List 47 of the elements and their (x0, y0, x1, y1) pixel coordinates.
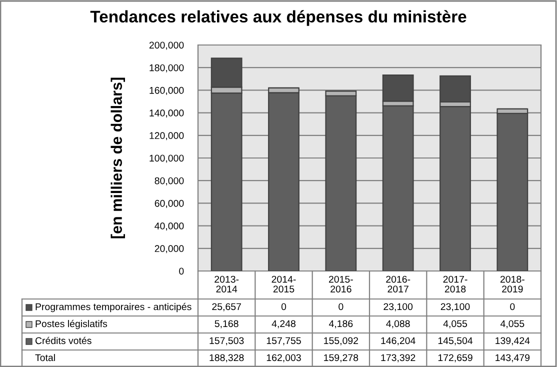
data-label: 23,100 (440, 303, 470, 312)
text: 188,328 (210, 354, 244, 362)
text: 162,003 (266, 354, 301, 362)
y-tick-label: 100,000 (150, 154, 184, 163)
data-label: 146,204 (381, 337, 416, 346)
data-label: 0 (510, 303, 515, 310)
x-tick-label: 2014- 2015 (272, 276, 296, 292)
data-label: 155,092 (324, 337, 358, 346)
legend-label: Programmes temporaires - anticipés (36, 302, 192, 312)
x-tick-label: 2016- 2017 (386, 276, 410, 292)
text: 172,659 (438, 354, 472, 362)
text: Total (35, 354, 55, 362)
data-label: 145,504 (438, 337, 473, 346)
data-label: 4,055 (500, 320, 524, 328)
y-tick-label: 160,000 (150, 86, 184, 95)
data-label: 25,657 (212, 303, 241, 312)
chart-title: Tendances relatives aux dépenses du ministère (90, 10, 466, 26)
y-tick-label: 180,000 (150, 64, 184, 72)
x-tick-label: 2018- 2019 (500, 276, 524, 292)
x-tick-label: 2013- 2014 (214, 276, 239, 292)
y-tick-label: 120,000 (150, 132, 184, 140)
data-label: 4,055 (443, 320, 468, 328)
data-label: 157,755 (266, 337, 301, 346)
y-tick-label: 200,000 (149, 42, 184, 50)
y-tick-label: 20,000 (154, 245, 184, 254)
data-label: 0 (281, 303, 286, 310)
data-label: 0 (338, 303, 344, 310)
y-tick-label: 80,000 (154, 177, 184, 186)
data-label: 4,088 (386, 320, 410, 328)
legend-label: Crédits votés (35, 336, 92, 344)
data-label: 4,186 (328, 320, 353, 328)
data-label: 23,100 (384, 303, 413, 312)
text: 143,479 (496, 354, 530, 362)
text: 173,392 (381, 354, 416, 362)
y-tick-label: 60,000 (154, 200, 184, 208)
text: 159,278 (324, 354, 358, 362)
data-label: 157,503 (210, 337, 244, 346)
x-tick-label: 2017- 2018 (443, 276, 468, 292)
y-tick-label: 140,000 (150, 110, 184, 118)
y-axis-title: [en milliers de dollars] (110, 78, 125, 238)
data-label: 4,248 (272, 320, 296, 328)
y-tick-label: 40,000 (154, 222, 184, 231)
legend-label: Postes législatifs (36, 320, 108, 330)
data-label: 5,168 (214, 320, 238, 328)
data-label: 139,424 (496, 337, 530, 346)
y-tick-label: 0 (179, 268, 184, 275)
x-tick-label: 2015- 2016 (328, 276, 353, 292)
